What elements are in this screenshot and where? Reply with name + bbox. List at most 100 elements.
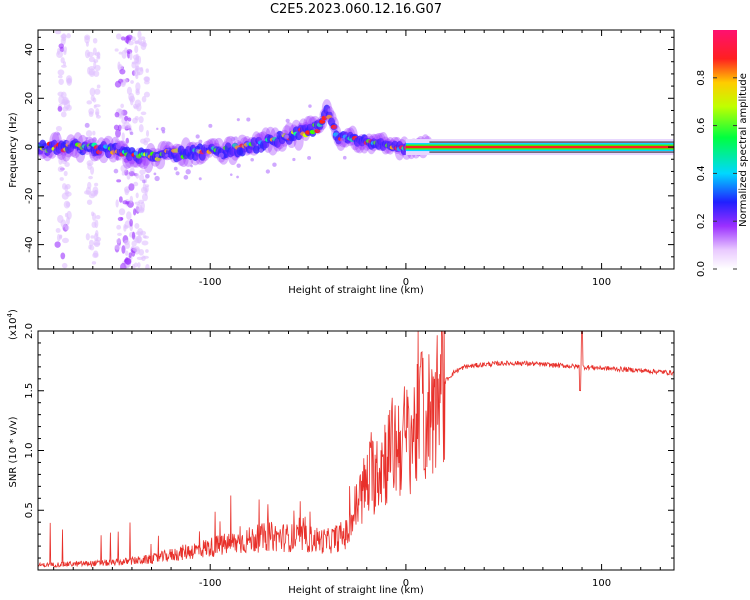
spectrogram-noise-mark — [64, 212, 69, 218]
spectrogram-scatter-dot — [265, 169, 271, 174]
spectrogram-noise-mark — [91, 221, 97, 228]
spectrogram-noise-mark — [141, 42, 148, 48]
spectrogram-noise-mark — [121, 132, 125, 141]
spectrogram-noise-mark — [127, 40, 134, 46]
spectrogram-noise-mark — [61, 33, 67, 42]
spectrogram-noise-mark — [66, 216, 70, 225]
spectrogram-noise-mark — [115, 33, 122, 40]
colorbar-tick-label: 0.0 — [696, 261, 707, 277]
spectrogram-noise-mark — [95, 114, 101, 119]
spectrogram-noise-mark — [94, 64, 101, 72]
spectrogram-noise-mark — [143, 137, 151, 143]
spectrogram-noise-mark — [60, 64, 67, 68]
spectrogram-noise-mark — [57, 105, 63, 112]
spectrogram-noise-mark — [145, 249, 149, 253]
spectrogram-panel: -100 0 100 -40 -20 0 20 40 Height of straight l… — [8, 29, 675, 296]
spectrogram-noise-mark — [115, 129, 121, 138]
spectrogram-noise-mark — [57, 75, 63, 79]
spectrogram-scatter-dot — [115, 143, 122, 150]
spectrogram-y-tick-label: 0 — [24, 144, 35, 150]
colorbar-tick-label: 0.2 — [696, 213, 707, 229]
spectrogram-ridge-core — [330, 124, 337, 130]
spectrogram-scatter-dot — [65, 140, 71, 146]
spectrogram-scatter-dot — [156, 127, 159, 131]
spectrogram-scatter-dot — [190, 164, 193, 168]
spectrogram-noise-mark — [120, 164, 128, 173]
colorbar-gradient — [713, 30, 737, 269]
spectrogram-noise-mark — [140, 230, 147, 236]
spectrogram-noise-mark — [90, 235, 95, 239]
spectrogram-noise-mark — [58, 43, 64, 49]
spectrogram-noise-mark — [129, 52, 133, 61]
spectrogram-scatter-dot — [342, 155, 347, 160]
spectrogram-scatter-dot — [310, 118, 315, 123]
spectrogram-scatter-dot — [185, 169, 191, 175]
spectrogram-scatter-dot — [87, 146, 91, 150]
spectrogram-ridge-core — [309, 129, 316, 135]
snr-x-tick-label: 0 — [403, 578, 409, 589]
spectrogram-noise-mark — [92, 37, 98, 44]
spectrogram-noise-mark — [87, 181, 92, 190]
colorbar-tick-label: 0.8 — [696, 70, 707, 86]
spectrogram-noise-mark — [88, 108, 95, 115]
spectrogram-noise-mark — [66, 33, 71, 39]
spectrogram-noise-mark — [123, 142, 129, 147]
spectrogram-noise-mark — [131, 231, 136, 240]
spectrogram-noise-mark — [133, 262, 138, 268]
snr-y-tick-label: 0.5 — [24, 502, 35, 518]
spectrogram-noise-mark — [138, 199, 145, 204]
spectrogram-noise-mark — [133, 68, 139, 77]
spectrogram-noise-mark — [93, 233, 99, 242]
spectrogram-noise-mark — [63, 50, 67, 55]
spectrogram-noise-mark — [136, 234, 142, 244]
spectrogram-ridge-core — [319, 119, 326, 124]
spectrogram-scatter-dot — [173, 166, 178, 171]
spectrogram-noise-mark — [93, 239, 101, 248]
spectrogram-x-tick-label: -100 — [199, 277, 222, 288]
spectrogram-noise-mark — [129, 195, 134, 203]
spectrogram-noise-mark — [93, 70, 100, 77]
spectrogram-ridge-core — [321, 115, 328, 121]
spectrogram-noise-mark — [55, 125, 62, 132]
snr-panel: -100 0 100 0.5 1.0 1.5 2.0 Height of straight … — [6, 309, 675, 596]
spectrogram-noise-mark — [93, 189, 99, 195]
spectrogram-noise-mark — [114, 48, 119, 52]
spectrogram-noise-mark — [65, 225, 70, 231]
spectrogram-scatter-dot — [165, 141, 171, 147]
spectrogram-noise-mark — [135, 173, 140, 179]
spectrogram-scatter-dot — [281, 132, 284, 136]
spectrogram-x-tick-label: 0 — [403, 277, 409, 288]
spectrogram-noise-mark — [141, 240, 149, 246]
spectrogram-scatter-dot — [340, 137, 346, 143]
spectrogram-noise-mark — [85, 130, 93, 137]
spectrogram-noise-mark — [128, 183, 135, 191]
spectrogram-noise-mark — [143, 235, 149, 239]
spectrogram-scatter-dot — [155, 153, 160, 158]
spectrogram-noise-mark — [139, 169, 146, 175]
spectrogram-x-tick-label: 100 — [592, 277, 611, 288]
spectrogram-noise-mark — [116, 179, 122, 183]
spectrogram-noise-mark — [63, 200, 71, 209]
spectrogram-noise-mark — [62, 106, 69, 112]
spectrogram-noise-mark — [125, 137, 129, 144]
spectrogram-noise-mark — [145, 130, 150, 137]
spectrogram-noise-mark — [126, 173, 131, 180]
spectrogram-noise-mark — [124, 115, 129, 122]
colorbar-ticks: 0.0 0.2 0.4 0.6 0.8 — [696, 70, 737, 277]
snr-y-tick-label: 1.0 — [24, 443, 35, 459]
spectrogram-scatter-dot — [198, 177, 202, 181]
spectrogram-noise-mark — [145, 264, 150, 269]
spectrogram-scatter-dot — [142, 179, 146, 184]
spectrogram-noise-mark — [137, 262, 141, 268]
spectrogram-noise-mark — [89, 245, 95, 251]
spectrogram-scatter-dot — [154, 175, 160, 182]
spectrogram-noise-mark — [142, 182, 146, 192]
spectrogram-noise-mark — [135, 90, 140, 96]
spectrogram-scatter-dot — [183, 175, 189, 180]
spectrogram-noise-mark — [57, 47, 61, 55]
spectrogram-noise-mark — [117, 216, 124, 222]
spectrogram-noise-mark — [61, 237, 69, 244]
snr-y-axis-label: SNR (10 * v/v) — [8, 416, 19, 487]
spectrogram-noise-mark — [65, 183, 71, 190]
spectrogram-noise-mark — [124, 258, 132, 265]
